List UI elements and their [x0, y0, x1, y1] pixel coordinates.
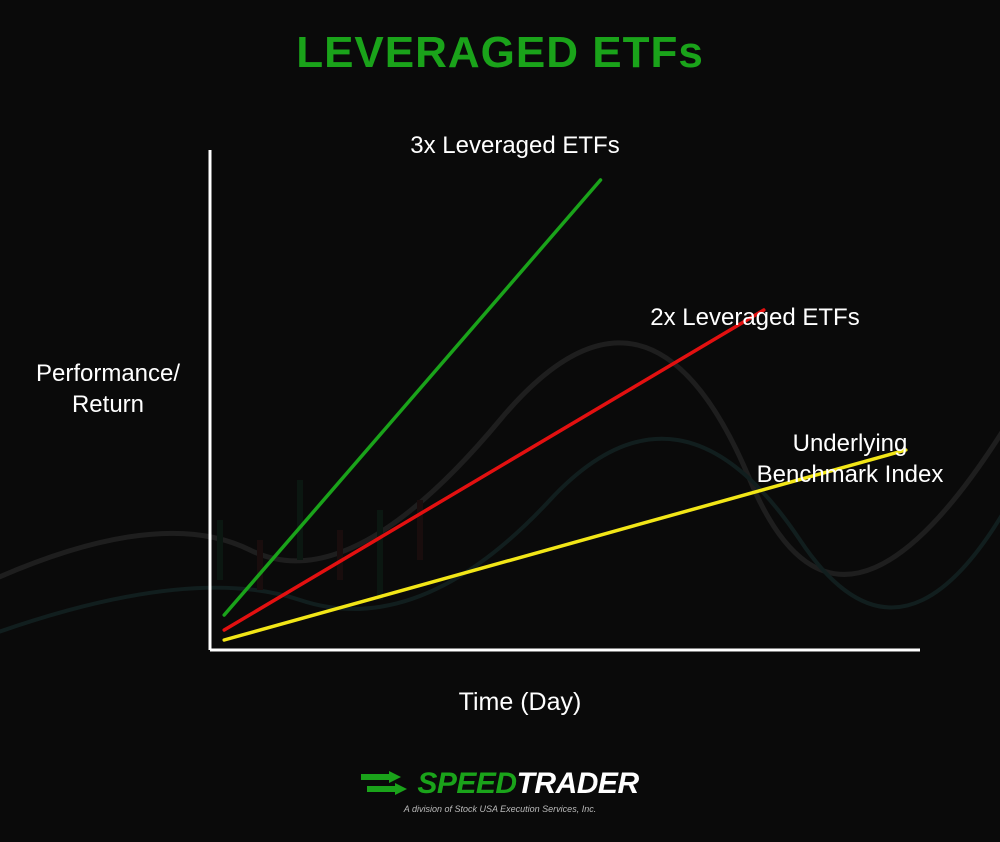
series-3x-label: 3x Leveraged ETFs: [385, 130, 645, 161]
series-underlying-label: Underlying Benchmark Index: [720, 428, 980, 490]
x-axis-label: Time (Day): [370, 688, 670, 717]
series-2x-label: 2x Leveraged ETFs: [625, 302, 885, 333]
chart-svg: [205, 150, 925, 670]
logo-row: SPEEDTRADER: [361, 767, 638, 801]
arrows-icon: [361, 771, 409, 797]
logo-brand-part2: TRADER: [517, 767, 639, 800]
y-axis-label-line1: Performance/: [36, 360, 180, 387]
y-axis-label: Performance/ Return: [18, 358, 198, 420]
y-axis-label-line2: Return: [72, 391, 144, 418]
brand-logo: SPEEDTRADER A division of Stock USA Exec…: [0, 767, 1000, 814]
page-title: LEVERAGED ETFs: [0, 28, 1000, 78]
series-2x-line: [224, 310, 764, 630]
title-text: LEVERAGED ETFs: [296, 28, 704, 77]
logo-wordmark: SPEEDTRADER: [417, 767, 638, 801]
logo-tagline: A division of Stock USA Execution Servic…: [0, 804, 1000, 814]
chart-area: [205, 150, 925, 670]
logo-brand-part1: SPEED: [417, 767, 516, 800]
